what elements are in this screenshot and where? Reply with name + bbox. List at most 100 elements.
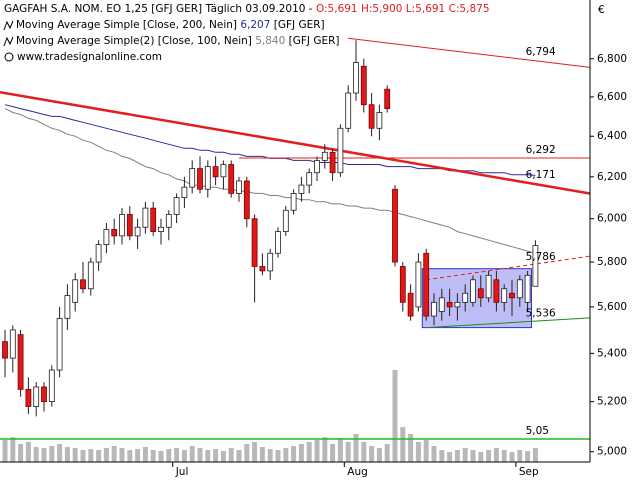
range-box bbox=[421, 268, 532, 329]
candle-body bbox=[134, 226, 141, 237]
candle-body bbox=[267, 252, 274, 272]
volume-bar bbox=[18, 444, 24, 462]
volume-bar bbox=[431, 446, 437, 462]
volume-bar bbox=[509, 452, 515, 462]
candle-body bbox=[2, 341, 8, 359]
volume-bar bbox=[142, 447, 148, 462]
candle-body bbox=[103, 229, 110, 245]
candle-body bbox=[298, 184, 305, 194]
y-tick-label: 5,800 bbox=[597, 256, 627, 268]
volume-bar bbox=[322, 437, 328, 462]
currency: € bbox=[598, 4, 605, 16]
candle-body bbox=[314, 160, 320, 174]
volume-bar bbox=[525, 451, 531, 462]
candle-body bbox=[181, 186, 188, 199]
trendline-label: 6,292 bbox=[526, 144, 556, 156]
trendline-label: 6,794 bbox=[526, 46, 556, 58]
candle-body bbox=[126, 214, 133, 237]
volume-bar bbox=[447, 452, 453, 462]
candle-body bbox=[119, 214, 125, 237]
series-name: Moving Average Simple [Close, 200, Nein] bbox=[16, 19, 237, 31]
candle-body bbox=[259, 266, 266, 272]
volume-bar bbox=[493, 448, 499, 462]
y-tick-label: 5,600 bbox=[597, 301, 627, 313]
volume-bar bbox=[415, 442, 421, 462]
candle-body bbox=[446, 301, 453, 308]
trendline bbox=[0, 90, 591, 195]
volume-bar bbox=[205, 450, 211, 462]
candle-body bbox=[532, 245, 539, 287]
volume-bar bbox=[49, 446, 55, 462]
volume-bar bbox=[103, 448, 109, 462]
volume-bar bbox=[252, 442, 258, 462]
candle-body bbox=[236, 180, 242, 194]
y-tick-label: 6,600 bbox=[597, 91, 627, 103]
candle-body bbox=[142, 207, 149, 228]
volume-bar bbox=[384, 444, 390, 462]
candle-body bbox=[524, 274, 531, 303]
candle-body bbox=[306, 172, 313, 186]
candle-body bbox=[111, 229, 118, 237]
candle-body bbox=[329, 151, 336, 174]
candle-body bbox=[212, 166, 219, 178]
candle-body bbox=[72, 279, 79, 303]
volume-bar bbox=[57, 444, 63, 462]
candle-body bbox=[462, 292, 469, 303]
candle-body bbox=[509, 292, 515, 299]
volume-bar bbox=[369, 446, 375, 462]
candle-body bbox=[290, 193, 297, 211]
series-value: 6,207 bbox=[240, 19, 270, 31]
candle-body bbox=[399, 266, 406, 303]
volume-bar bbox=[33, 447, 39, 462]
volume-bar bbox=[259, 447, 265, 462]
header-line: GAGFAH S.A. NOM. EO 1,25 [GFJ GER] Tägli… bbox=[4, 3, 490, 15]
volume-bar bbox=[10, 437, 16, 462]
candle-body bbox=[337, 127, 344, 174]
chart-title: GAGFAH S.A. NOM. EO 1,25 [GFJ GER] Tägli… bbox=[4, 3, 316, 15]
candle-body bbox=[423, 252, 430, 317]
volume-bar bbox=[228, 448, 234, 462]
volume-bar bbox=[517, 450, 523, 462]
candle-body bbox=[477, 288, 484, 299]
candle-body bbox=[87, 261, 94, 290]
volume-bar bbox=[423, 440, 429, 462]
plot-area bbox=[0, 37, 591, 462]
y-tick-label: 6,400 bbox=[597, 130, 627, 142]
y-tick-label: 5,400 bbox=[597, 347, 627, 359]
candle-body bbox=[56, 317, 63, 371]
volume-bar bbox=[283, 448, 289, 462]
x-tick-label: Jul bbox=[175, 466, 189, 478]
candle-body bbox=[415, 261, 422, 308]
candle-body bbox=[493, 279, 500, 303]
indicator-icon bbox=[3, 36, 14, 47]
ohlc: O:5,691 H:5,900 L:5,691 C:5,875 bbox=[316, 3, 490, 15]
candle-body bbox=[368, 104, 375, 129]
candle-body bbox=[41, 386, 47, 403]
candle-body bbox=[431, 301, 437, 317]
series-name: Moving Average Simple(2) [Close, 100, Ne… bbox=[16, 35, 252, 47]
candle-body bbox=[321, 151, 328, 161]
candle-body bbox=[345, 92, 352, 129]
trendline-label: 6,171 bbox=[526, 169, 556, 181]
candle-body bbox=[243, 180, 250, 220]
volume-bar bbox=[439, 450, 445, 462]
candle-body bbox=[48, 369, 55, 403]
candle-body bbox=[197, 168, 203, 190]
volume-bar bbox=[306, 442, 312, 462]
candle-body bbox=[189, 168, 196, 188]
volume-bar bbox=[96, 450, 102, 462]
candle-body bbox=[17, 334, 24, 390]
volume-bar bbox=[330, 444, 336, 462]
volume-bar bbox=[2, 440, 8, 462]
volume-bar bbox=[174, 448, 180, 462]
candle-body bbox=[173, 197, 180, 215]
candle-body bbox=[64, 295, 71, 319]
volume-bar bbox=[25, 442, 31, 462]
source-icon bbox=[4, 52, 14, 62]
series-value: 5,840 bbox=[255, 35, 285, 47]
candle-body bbox=[9, 329, 16, 359]
volume-bar bbox=[181, 450, 187, 462]
volume-bar bbox=[197, 448, 203, 462]
y-tick-label: 6,000 bbox=[597, 213, 627, 225]
